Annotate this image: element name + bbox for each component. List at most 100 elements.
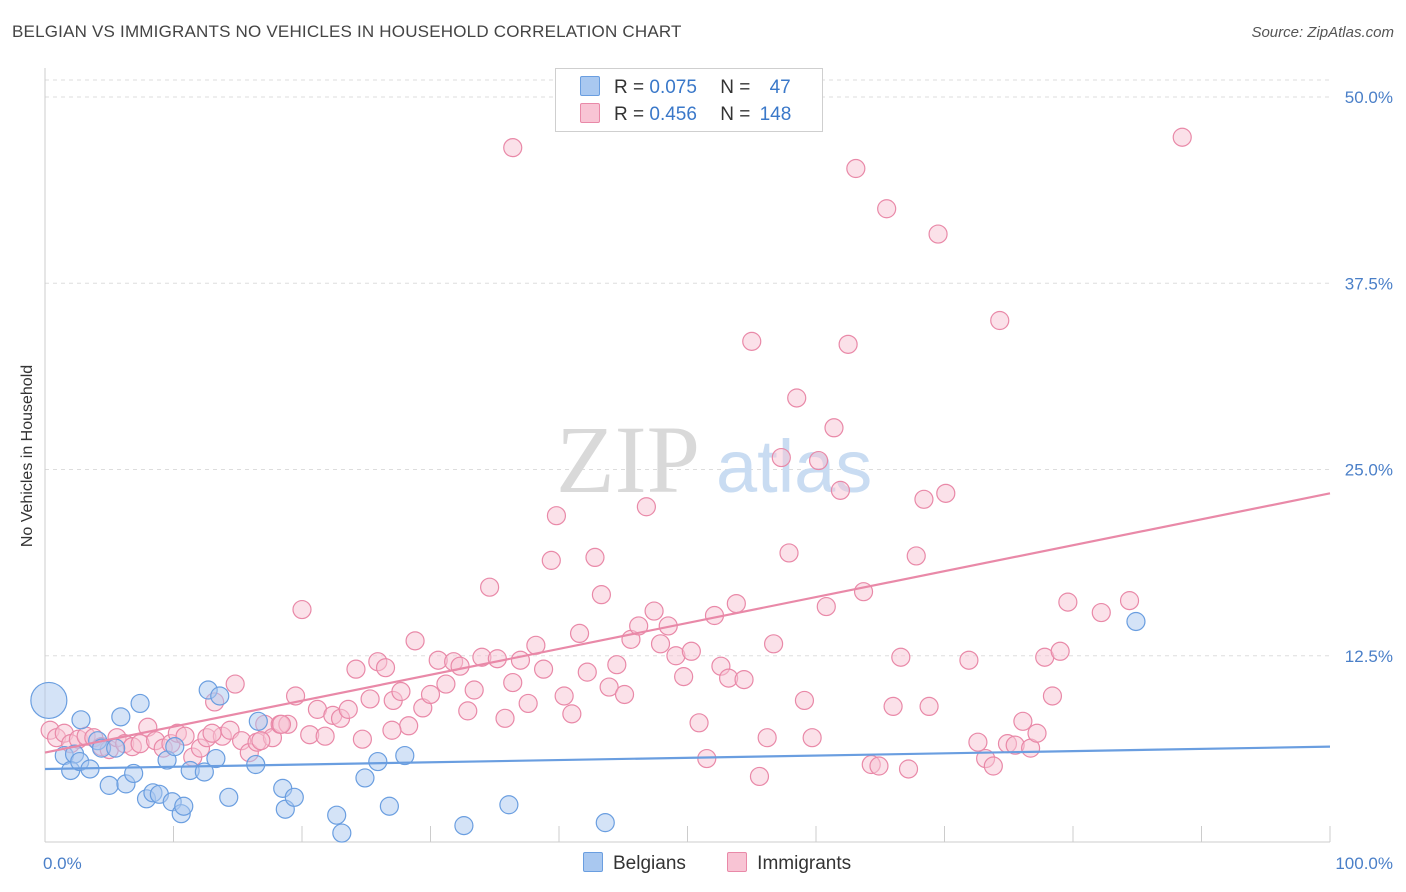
belgians-trend-line bbox=[44, 745, 1331, 771]
grid-lines bbox=[45, 79, 1330, 657]
belgians-point-41 bbox=[499, 795, 519, 815]
immigrants-point-72 bbox=[577, 662, 597, 682]
immigrants-trend-line bbox=[44, 492, 1331, 754]
legend-row-belgians: R = 0.075 N = 47 bbox=[580, 76, 791, 98]
belgians-point-30 bbox=[248, 711, 268, 731]
immigrants-point-117 bbox=[914, 489, 934, 509]
immigrants-point-121 bbox=[959, 650, 979, 670]
immigrants-point-134 bbox=[1058, 592, 1078, 612]
belgians-point-27 bbox=[210, 686, 230, 706]
chart-title: BELGIAN VS IMMIGRANTS NO VEHICLES IN HOU… bbox=[12, 22, 682, 41]
immigrants-point-130 bbox=[1027, 723, 1047, 743]
immigrants-point-98 bbox=[771, 447, 791, 468]
immigrants-point-59 bbox=[480, 577, 500, 597]
immigrants-point-77 bbox=[614, 684, 635, 705]
r-label: R = bbox=[614, 77, 645, 98]
r-label: R = bbox=[614, 104, 645, 125]
immigrants-point-132 bbox=[1042, 686, 1063, 706]
immigrants-point-80 bbox=[636, 497, 656, 517]
belgians-point-20 bbox=[165, 737, 185, 757]
immigrants-point-125 bbox=[990, 310, 1010, 331]
watermark-zip: ZIP bbox=[556, 406, 700, 513]
immigrants-points bbox=[40, 127, 1192, 787]
r-value-immigrants: 0.456 bbox=[649, 104, 697, 125]
belgians-points bbox=[30, 611, 1146, 843]
immigrants-point-104 bbox=[816, 596, 836, 617]
belgians-point-40 bbox=[454, 816, 474, 836]
belgians-point-42 bbox=[595, 813, 615, 833]
stats-legend: R = 0.075 N = 47 R = 0.456 N = 148 bbox=[555, 68, 823, 132]
immigrants-point-118 bbox=[919, 696, 939, 717]
y-tick-label-1: 25.0% bbox=[1345, 461, 1393, 480]
immigrants-point-34 bbox=[292, 599, 312, 620]
immigrants-point-142 bbox=[382, 720, 402, 740]
immigrants-point-97 bbox=[763, 634, 784, 654]
immigrants-point-61 bbox=[495, 708, 515, 728]
immigrants-point-102 bbox=[802, 728, 822, 748]
legend-label-belgians: Belgians bbox=[613, 853, 686, 874]
belgians-swatch bbox=[580, 76, 600, 96]
belgians-point-37 bbox=[368, 751, 388, 772]
immigrants-point-75 bbox=[599, 677, 619, 697]
immigrants-point-115 bbox=[898, 759, 919, 779]
belgians-point-34 bbox=[327, 805, 347, 825]
x-tick-label-1: 100.0% bbox=[1335, 854, 1393, 873]
immigrants-point-48 bbox=[399, 716, 419, 736]
immigrants-point-69 bbox=[554, 686, 574, 706]
legend-label-immigrants: Immigrants bbox=[757, 853, 852, 874]
source-credit: Source: ZipAtlas.com bbox=[1251, 24, 1394, 41]
y-tick-label-3: 50.0% bbox=[1345, 88, 1393, 107]
immigrants-point-67 bbox=[541, 550, 561, 570]
belgians-point-38 bbox=[379, 796, 399, 816]
immigrants-point-43 bbox=[360, 689, 380, 709]
n-value-immigrants: 148 bbox=[759, 104, 792, 125]
belgians-point-13 bbox=[124, 763, 144, 784]
belgians-point-43 bbox=[1126, 611, 1146, 632]
immigrants-point-62 bbox=[503, 672, 523, 693]
immigrants-point-140 bbox=[202, 723, 222, 743]
belgians-legend-swatch bbox=[583, 852, 603, 872]
immigrants-point-45 bbox=[375, 658, 396, 678]
immigrants-point-95 bbox=[749, 766, 770, 787]
immigrants-point-40 bbox=[338, 699, 358, 719]
immigrants-point-100 bbox=[787, 388, 807, 408]
immigrants-point-112 bbox=[877, 199, 897, 219]
n-label: N = bbox=[720, 77, 751, 98]
belgians-point-22 bbox=[174, 796, 194, 816]
belgians-point-26 bbox=[206, 748, 226, 769]
belgians-point-28 bbox=[219, 787, 239, 807]
immigrants-point-96 bbox=[757, 728, 777, 748]
immigrants-point-55 bbox=[450, 656, 470, 676]
immigrants-point-136 bbox=[1119, 591, 1140, 611]
immigrants-point-113 bbox=[883, 696, 903, 717]
immigrants-point-135 bbox=[1091, 602, 1111, 623]
immigrants-point-106 bbox=[830, 480, 851, 500]
immigrants-point-86 bbox=[681, 641, 701, 661]
immigrants-point-74 bbox=[591, 585, 612, 605]
belgians-point-33 bbox=[284, 787, 304, 807]
belgians-point-9 bbox=[99, 775, 119, 795]
immigrants-point-64 bbox=[518, 693, 538, 714]
belgians-point-35 bbox=[332, 823, 352, 843]
immigrants-point-119 bbox=[928, 224, 948, 244]
immigrants-point-68 bbox=[546, 506, 567, 526]
immigrants-point-99 bbox=[779, 543, 799, 563]
immigrants-point-82 bbox=[650, 634, 671, 654]
immigrants-point-87 bbox=[689, 713, 709, 733]
immigrants-point-114 bbox=[891, 647, 911, 667]
immigrants-point-139 bbox=[271, 714, 292, 734]
immigrants-point-105 bbox=[824, 418, 844, 438]
immigrants-point-41 bbox=[346, 659, 366, 679]
immigrants-point-57 bbox=[464, 680, 484, 700]
immigrants-point-71 bbox=[569, 623, 590, 644]
immigrants-point-42 bbox=[352, 729, 372, 749]
belgians-point-24 bbox=[194, 762, 214, 782]
immigrants-point-37 bbox=[315, 726, 335, 746]
immigrants-point-101 bbox=[794, 690, 815, 711]
immigrants-point-79 bbox=[629, 616, 649, 636]
immigrants-point-49 bbox=[405, 631, 425, 651]
immigrants-point-120 bbox=[936, 483, 956, 503]
belgians-point-10 bbox=[106, 738, 126, 758]
n-label: N = bbox=[720, 104, 751, 125]
